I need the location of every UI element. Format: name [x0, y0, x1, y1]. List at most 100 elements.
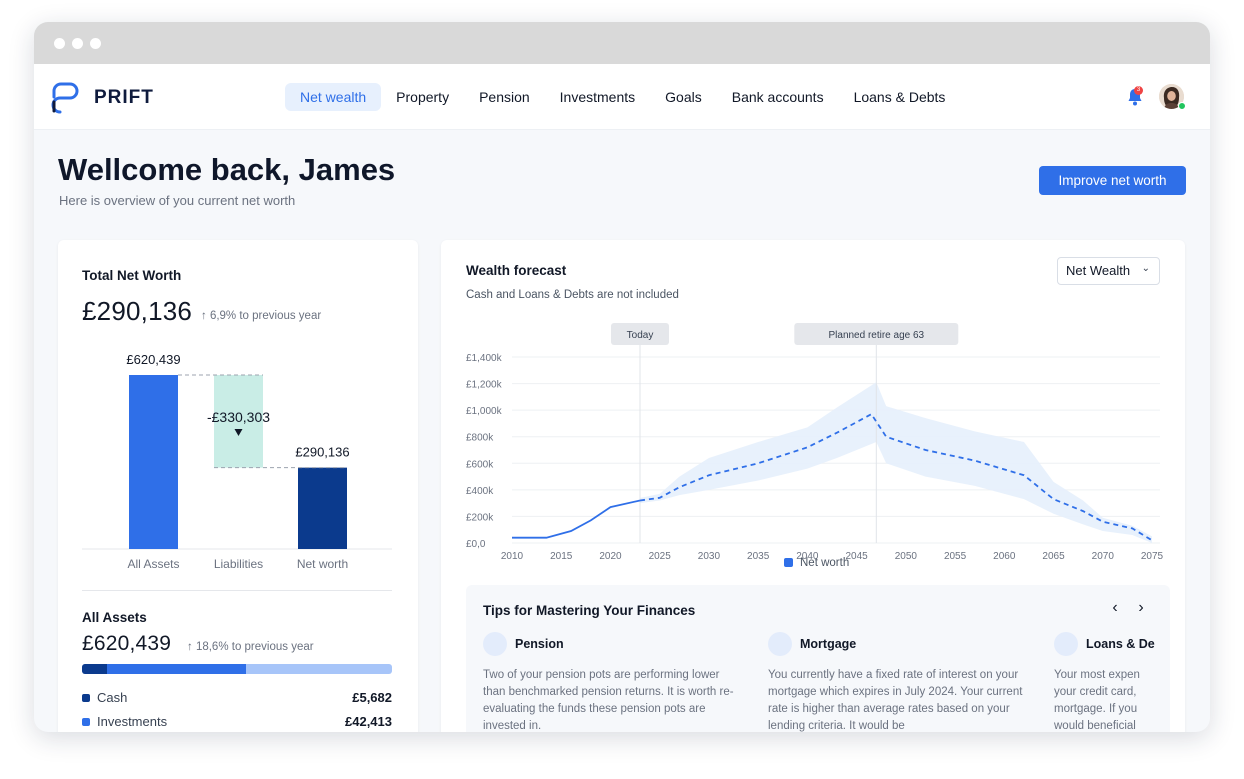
tips-title: Tips for Mastering Your Finances — [483, 603, 696, 618]
asset-name: Investments — [97, 714, 168, 729]
x-tick-label: 2075 — [1141, 551, 1164, 562]
marker-pill — [794, 323, 959, 345]
bar-net-worth — [298, 467, 347, 549]
bar-liabilities — [214, 375, 263, 468]
x-tick-label: 2015 — [550, 551, 573, 562]
online-status-dot — [1178, 102, 1186, 110]
tip-body: You currently have a fixed rate of inter… — [768, 669, 1023, 732]
prift-logo-icon[interactable] — [48, 80, 82, 114]
main-nav: Net wealth Property Pension Investments Goal… — [285, 83, 960, 111]
y-tick-label: £0,0 — [466, 539, 486, 550]
x-tick-label: 2055 — [944, 551, 967, 562]
net-worth-line-forecast — [639, 412, 1153, 542]
asset-row-investments[interactable]: Investments £42,413 — [82, 713, 392, 731]
asset-value: £5,682 — [352, 690, 392, 705]
browser-window: PRIFT Net wealth Property Pension Investmen… — [34, 22, 1210, 732]
page-title: Wellcome back, James — [58, 152, 396, 187]
y-tick-label: £800k — [466, 433, 494, 444]
pension-icon — [483, 632, 507, 656]
y-tick-label: £200k — [466, 512, 494, 523]
y-tick-label: £400k — [466, 486, 494, 497]
category-label: Net worth — [297, 557, 348, 571]
nav-item-bank-accounts[interactable]: Bank accounts — [731, 89, 824, 105]
down-triangle-icon — [234, 429, 243, 436]
x-tick-label: 2020 — [599, 551, 622, 562]
tips-prev-button[interactable]: ‹ — [1112, 599, 1118, 616]
assets-segment-cash — [82, 664, 107, 674]
category-label: All Assets — [127, 557, 179, 571]
brand-name[interactable]: PRIFT — [94, 87, 154, 108]
window-dot-maximize[interactable] — [90, 38, 101, 49]
nav-item-pension[interactable]: Pension — [479, 89, 530, 105]
net-worth-waterfall-chart: £620,439 -£330,303 £290,136 All Assets Liabi… — [82, 352, 392, 571]
bar-all-assets — [129, 375, 178, 549]
forecast-metric-select[interactable]: Net Wealth ⌄ — [1057, 257, 1160, 285]
loans-icon — [1054, 632, 1078, 656]
total-net-worth-value: £290,136 — [82, 296, 193, 326]
net-worth-card: Total Net Worth £290,136 ↑ 6,9% to previ… — [58, 240, 418, 732]
all-assets-value: £620,439 — [82, 632, 172, 655]
page-subtitle: Here is overview of you current net wort… — [59, 193, 296, 208]
forecast-metric-value: Net Wealth — [1066, 263, 1131, 278]
investments-legend-swatch — [82, 718, 90, 726]
net-worth-trend: ↑ 6,9% to previous year — [201, 310, 322, 322]
net-worth-line-actual — [512, 499, 641, 539]
section-divider — [82, 590, 392, 591]
tip-title: Loans & De — [1086, 637, 1155, 651]
x-tick-label: 2010 — [501, 551, 524, 562]
x-tick-label: 2025 — [649, 551, 672, 562]
legend-label: Net worth — [800, 557, 849, 569]
y-tick-label: £1,000k — [466, 406, 503, 417]
x-tick-label: 2050 — [895, 551, 918, 562]
assets-segment-investments — [106, 664, 247, 674]
nav-item-investments[interactable]: Investments — [559, 89, 636, 105]
window-dot-minimize[interactable] — [72, 38, 83, 49]
tip-body: Two of your pension pots are performing … — [483, 669, 734, 732]
chevron-down-icon: ⌄ — [1141, 263, 1150, 274]
nav-item-loans-debts[interactable]: Loans & Debts — [853, 89, 946, 105]
marker-pill — [611, 323, 669, 345]
wealth-forecast-subtitle: Cash and Loans & Debts are not included — [466, 289, 679, 301]
tip-body: Your most expen your credit card, mortga… — [1054, 669, 1140, 732]
nav-item-property[interactable]: Property — [396, 89, 450, 105]
wealth-forecast-chart: £0,0 £200k £400k £600k £800k £1,000k £1,200k £1… — [466, 323, 1164, 569]
user-avatar[interactable] — [1159, 84, 1184, 109]
nav-item-net-wealth[interactable]: Net wealth — [285, 83, 382, 111]
window-titlebar — [34, 22, 1210, 64]
wealth-forecast-card: Wealth forecast Cash and Loans & Debts a… — [441, 240, 1185, 732]
assets-breakdown-bar — [82, 664, 392, 674]
wealth-forecast-title: Wealth forecast — [466, 263, 567, 278]
x-tick-label: 2045 — [845, 551, 868, 562]
marker-label: Today — [627, 330, 654, 341]
asset-value: £42,413 — [345, 714, 392, 729]
improve-net-worth-button[interactable]: Improve net worth — [1039, 166, 1186, 195]
y-tick-label: £1,400k — [466, 353, 503, 364]
window-dot-close[interactable] — [54, 38, 65, 49]
tip-title: Pension — [515, 637, 564, 651]
x-tick-label: 2070 — [1092, 551, 1115, 562]
x-tick-label: 2035 — [747, 551, 770, 562]
x-tick-label: 2040 — [796, 551, 819, 562]
legend-swatch — [784, 558, 793, 567]
value-label: £290,136 — [295, 445, 349, 460]
x-tick-label: 2065 — [1042, 551, 1065, 562]
value-label: -£330,303 — [207, 409, 270, 425]
x-tick-label: 2030 — [698, 551, 721, 562]
notification-badge: 3 — [1134, 86, 1143, 95]
tips-next-button[interactable]: › — [1138, 599, 1144, 616]
top-navbar: PRIFT Net wealth Property Pension Investmen… — [34, 64, 1210, 130]
tips-panel: Tips for Mastering Your Finances ‹ › Pen… — [466, 585, 1170, 732]
value-label: £620,439 — [126, 352, 180, 367]
y-tick-label: £1,200k — [466, 380, 503, 391]
all-assets-trend: ↑ 18,6% to previous year — [187, 641, 314, 653]
category-label: Liabilities — [214, 557, 263, 571]
x-tick-label: 2060 — [993, 551, 1016, 562]
cash-legend-swatch — [82, 694, 90, 702]
nav-item-goals[interactable]: Goals — [665, 89, 702, 105]
asset-name: Cash — [97, 690, 128, 705]
marker-label: Planned retire age 63 — [828, 330, 924, 341]
tip-title: Mortgage — [800, 637, 857, 651]
forecast-confidence-band — [640, 382, 1152, 543]
asset-row-cash[interactable]: Cash £5,682 — [82, 689, 392, 707]
mortgage-icon — [768, 632, 792, 656]
